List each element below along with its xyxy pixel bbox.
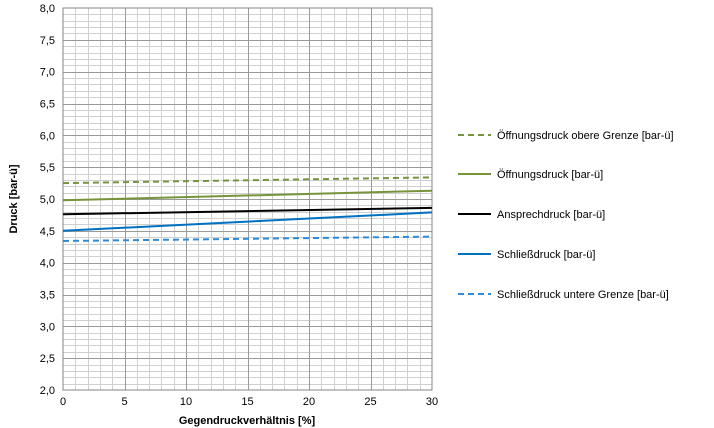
- y-tick-label: 7,5: [40, 35, 55, 47]
- legend-label-5: Schließdruck untere Grenze [bar-ü]: [497, 289, 669, 301]
- x-tick-label: 25: [364, 396, 376, 408]
- y-tick-label: 8,0: [40, 3, 55, 15]
- x-tick-label: 20: [303, 396, 315, 408]
- series-line-5: [62, 235, 433, 242]
- plot-frame: [62, 7, 433, 391]
- series-line-4: [62, 211, 433, 232]
- x-tick-label: 30: [426, 396, 438, 408]
- y-tick-label: 3,0: [40, 321, 55, 333]
- x-tick-label: 15: [241, 396, 253, 408]
- legend-label-1: Öffnungsdruck obere Grenze [bar-ü]: [497, 130, 674, 142]
- y-tick-label: 4,0: [40, 258, 55, 270]
- y-tick-label: 5,5: [40, 162, 55, 174]
- legend-label-4: Schließdruck [bar-ü]: [497, 249, 595, 261]
- legend-label-2: Öffnungsdruck [bar-ü]: [497, 169, 603, 181]
- series-lines: [62, 176, 433, 242]
- x-tick-label: 5: [121, 396, 127, 408]
- legend-label-3: Ansprechdruck [bar-ü]: [497, 209, 605, 221]
- y-tick-label: 2,5: [40, 353, 55, 365]
- y-axis-title: Druck [bar-ü]: [8, 164, 20, 233]
- x-axis-title: Gegendruckverhältnis [%]: [179, 415, 316, 427]
- x-tick-label: 0: [60, 396, 66, 408]
- y-tick-label: 3,5: [40, 290, 55, 302]
- major-gridlines: [63, 8, 432, 390]
- y-tick-label: 6,0: [40, 130, 55, 142]
- legend: Öffnungsdruck obere Grenze [bar-ü] Öffnun…: [458, 130, 674, 301]
- series-line-2: [62, 189, 433, 202]
- y-tick-label: 2,0: [40, 385, 55, 397]
- y-tick-label: 7,0: [40, 67, 55, 79]
- x-tick-label: 10: [180, 396, 192, 408]
- y-tick-label: 4,5: [40, 226, 55, 238]
- series-line-3: [62, 206, 433, 216]
- x-axis-tick-labels: 0 5 10 15 20 25 30: [60, 396, 438, 408]
- y-tick-label: 5,0: [40, 194, 55, 206]
- y-axis-tick-labels: 2,0 2,5 3,0 3,5 4,0 4,5 5,0 5,5 6,0 6,5 7,0 7,5 8,0: [40, 3, 55, 397]
- y-tick-label: 6,5: [40, 99, 55, 111]
- series-line-1: [62, 176, 433, 185]
